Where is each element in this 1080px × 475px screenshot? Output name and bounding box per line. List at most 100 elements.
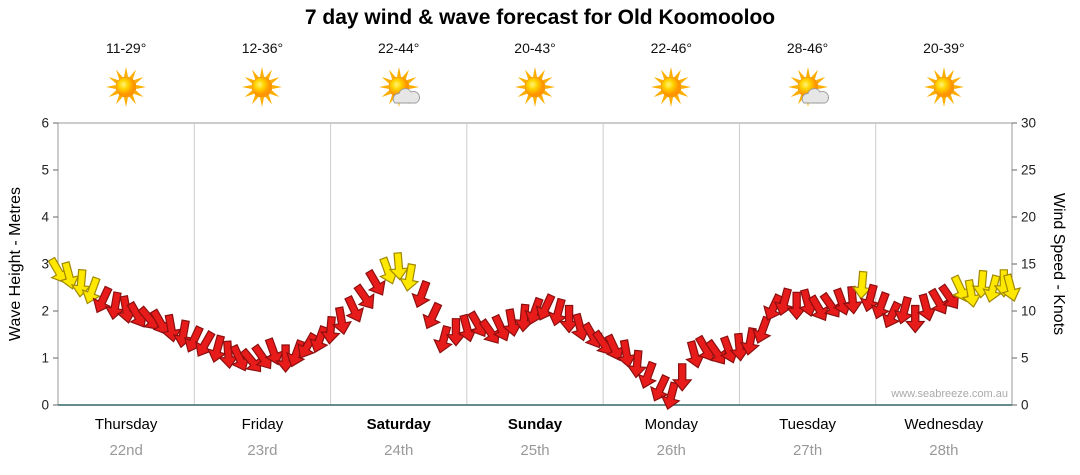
sun-ray [245, 77, 255, 84]
right-tick-label: 20 [1021, 210, 1036, 225]
sun-ray [787, 84, 798, 90]
day-name-label: Friday [241, 416, 284, 433]
sun-ray [108, 77, 119, 84]
sun-ray [810, 69, 818, 80]
sun-ray [406, 77, 417, 84]
sun-ray [124, 67, 129, 77]
day-name-label: Wednesday [904, 416, 984, 433]
wind-arrow [524, 296, 544, 326]
wind-arrow [457, 313, 478, 343]
wind-arrow [388, 251, 410, 281]
right-tick-label: 5 [1021, 351, 1029, 366]
day-name-label: Tuesday [779, 416, 837, 433]
temperature-range: 20-39° [923, 40, 965, 56]
wind-arrow [626, 349, 648, 379]
wind-arrow [705, 338, 727, 365]
sun-ray [817, 84, 828, 90]
wind-arrow [982, 274, 1003, 303]
day-name-label: Thursday [94, 416, 158, 433]
sun-disc [933, 76, 955, 98]
chart-title: 7 day wind & wave forecast for Old Koomo… [304, 6, 776, 29]
sun-ray [674, 94, 682, 105]
sun-ray [270, 90, 280, 97]
sun-icon [242, 67, 283, 107]
sun-ray [270, 77, 280, 84]
wind-arrow [950, 274, 971, 302]
sun-ray [272, 84, 283, 90]
wind-arrow [881, 300, 902, 329]
weather-icon-holder [238, 64, 286, 115]
sun-ray [941, 97, 946, 107]
wind-arrow [637, 360, 657, 389]
wind-arrow [92, 285, 113, 314]
sun-ray [538, 69, 545, 80]
wind-arrow [104, 291, 125, 321]
wind-arrow [239, 347, 262, 373]
sun-ray [538, 94, 545, 105]
sun-icon [106, 67, 147, 107]
sun-ray [260, 67, 265, 77]
sun-ray [116, 94, 123, 105]
wind-arrow [206, 334, 227, 364]
left-tick-label: 5 [41, 163, 49, 178]
sun-ray [108, 90, 119, 97]
day-name-label: Monday [644, 416, 698, 433]
sun-ray [926, 77, 936, 84]
temperature-range: 11-29° [105, 40, 147, 56]
wind-arrow [904, 304, 926, 334]
sun-ray [681, 84, 692, 90]
wind-arrow [399, 263, 420, 292]
sun-ray [951, 90, 962, 97]
wind-arrow [149, 308, 171, 336]
sun-ray [933, 69, 941, 80]
sun-ray [947, 69, 954, 80]
wind-arrow [819, 291, 841, 318]
sun-disc [115, 76, 137, 98]
sun-ray [245, 90, 255, 97]
wind-arrow [938, 283, 960, 310]
weather-icon-holder [511, 64, 559, 115]
temperature-range: 20-43° [514, 40, 556, 56]
wind-arrow [893, 295, 914, 325]
wind-arrow [513, 303, 535, 333]
sun-ray [129, 94, 137, 105]
weather-icon-holder [647, 64, 695, 115]
sun-ray [933, 94, 941, 105]
wind-arrow [320, 315, 341, 345]
day-date-label: 24th [384, 442, 414, 459]
sun-ray [252, 69, 260, 80]
sun-ray [388, 69, 396, 80]
left-tick-label: 1 [41, 351, 49, 366]
left-tick-label: 4 [41, 210, 49, 225]
sun-disc [524, 76, 546, 98]
sun-ray [951, 77, 962, 84]
sun-ray [260, 97, 265, 107]
temperature-range: 22-44° [378, 40, 420, 56]
right-tick-label: 30 [1021, 116, 1036, 131]
wind-arrow [1001, 273, 1022, 302]
sun-ray [116, 69, 123, 80]
wind-arrow [422, 301, 443, 330]
wind-arrow [70, 268, 92, 298]
watermark: www.seabreeze.com.au [891, 388, 1008, 400]
sun-disc [252, 76, 273, 98]
sun-ray [525, 94, 532, 105]
sun-ray [265, 94, 273, 105]
sun-ray [124, 97, 129, 107]
wind-arrow [331, 306, 353, 336]
wind-arrow [870, 291, 890, 320]
sun-ray [517, 90, 528, 97]
sun-ray [679, 90, 689, 97]
temperature-range: 28-46° [786, 40, 829, 56]
sun-ray [653, 90, 664, 97]
sun-ray [378, 84, 389, 90]
day-date-label: 26th [656, 442, 686, 459]
weather-icon-holder [375, 64, 423, 115]
wind-arrow [433, 324, 453, 354]
left-tick-label: 0 [41, 398, 49, 413]
sun-ray [515, 84, 525, 90]
right-tick-label: 15 [1021, 257, 1036, 272]
wind-arrow [763, 293, 784, 321]
wind-arrow [297, 331, 318, 359]
sun-ray [409, 84, 419, 90]
